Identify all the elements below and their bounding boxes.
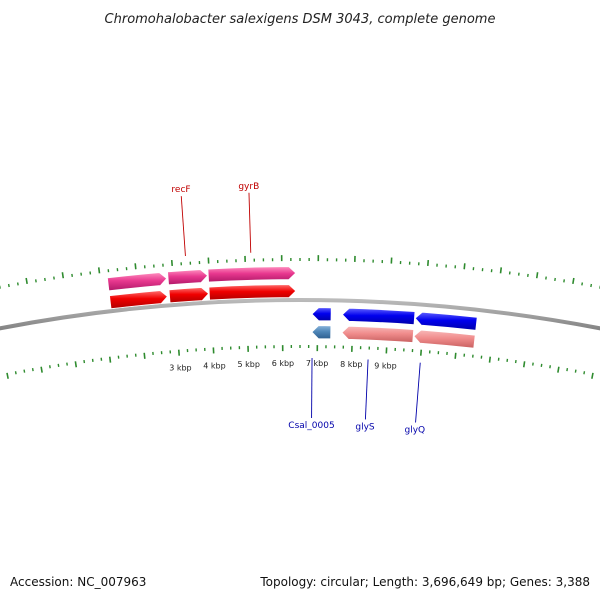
- inner-tick: [31, 368, 34, 372]
- inner-tick: [591, 372, 594, 379]
- gene-label-gyrb[interactable]: gyrB: [238, 182, 259, 192]
- leader-line-glyQ: [415, 362, 421, 423]
- scale-label-4kbp: 4 kbp: [203, 361, 225, 370]
- feature-track: [106, 266, 478, 349]
- inner-tick: [6, 372, 9, 379]
- scale-label-5kbp: 5 kbp: [237, 360, 259, 369]
- inner-tick: [557, 366, 560, 373]
- inner-tick: [574, 369, 577, 373]
- scale-label-8kbp: 8 kbp: [340, 360, 362, 369]
- accession-text: Accession: NC_007963: [10, 575, 146, 589]
- genome-backbone: [0, 298, 600, 331]
- cds-recf-arrow[interactable]: [168, 287, 210, 304]
- inner-tick: [522, 361, 526, 368]
- outer-tick: [97, 267, 101, 274]
- gene-label-csal-0005[interactable]: Csal_0005: [288, 421, 334, 431]
- outer-tick: [7, 283, 10, 288]
- map-title: Chromohalobacter salexigens DSM 3043, co…: [105, 12, 496, 27]
- cds-gyrb-arrow[interactable]: [208, 284, 297, 301]
- inner-tick: [23, 369, 26, 373]
- gene-label-glyq[interactable]: glyQ: [404, 426, 425, 436]
- inner-tick: [454, 352, 457, 359]
- scale-labels: 3 kbp 4 kbp 5 kbp 6 kbp 7 kbp 8 kbp 9 kbp: [169, 359, 397, 373]
- scale-label-3kbp: 3 kbp: [169, 364, 191, 373]
- inner-tick: [74, 361, 78, 368]
- gene-a-arrow[interactable]: [106, 272, 168, 292]
- inner-tick: [14, 371, 17, 375]
- gene-labels: recF gyrB Csal_0005 glyS glyQ: [171, 182, 425, 436]
- scale-label-9kbp: 9 kbp: [374, 361, 396, 370]
- gene-label-recf[interactable]: recF: [171, 185, 190, 195]
- inner-tick-ring: [6, 345, 594, 379]
- genome-summary-text: Topology: circular; Length: 3,696,649 bp…: [259, 575, 590, 589]
- cds-glys-arrow[interactable]: [341, 307, 416, 326]
- outer-tick: [499, 267, 503, 274]
- gene-recf-arrow[interactable]: [167, 269, 209, 286]
- outer-tick: [590, 283, 593, 288]
- outer-tick-ring: [0, 255, 600, 289]
- outer-tick: [25, 277, 28, 285]
- outer-tick: [535, 272, 539, 279]
- scale-label-6kbp: 6 kbp: [272, 359, 294, 368]
- gene-glys-arrow[interactable]: [341, 325, 415, 344]
- gene-gyrb-arrow[interactable]: [207, 266, 297, 283]
- scale-label-7kbp: 7 kbp: [306, 359, 328, 368]
- gene-csal0005-arrow[interactable]: [311, 325, 332, 340]
- leader-line-glyS: [364, 359, 369, 420]
- inner-tick: [566, 368, 569, 372]
- gene-glyq-arrow[interactable]: [413, 329, 476, 349]
- outer-tick: [16, 282, 19, 286]
- inner-tick: [143, 352, 146, 359]
- cds-glyq-arrow[interactable]: [414, 311, 478, 331]
- inner-tick: [108, 356, 112, 363]
- inner-tick: [583, 371, 586, 375]
- inner-tick: [488, 356, 492, 363]
- cds-csal0005-arrow[interactable]: [311, 307, 332, 322]
- outer-tick: [61, 272, 65, 279]
- leader-line-recF: [180, 196, 186, 257]
- cds-a-arrow[interactable]: [109, 290, 168, 310]
- outer-tick: [572, 277, 575, 285]
- outer-tick: [581, 282, 584, 286]
- outer-tick: [463, 263, 466, 270]
- inner-tick: [40, 366, 43, 373]
- outer-tick: [134, 263, 137, 270]
- gene-label-glys[interactable]: glyS: [355, 422, 375, 432]
- leader-line-gyrB: [248, 192, 252, 253]
